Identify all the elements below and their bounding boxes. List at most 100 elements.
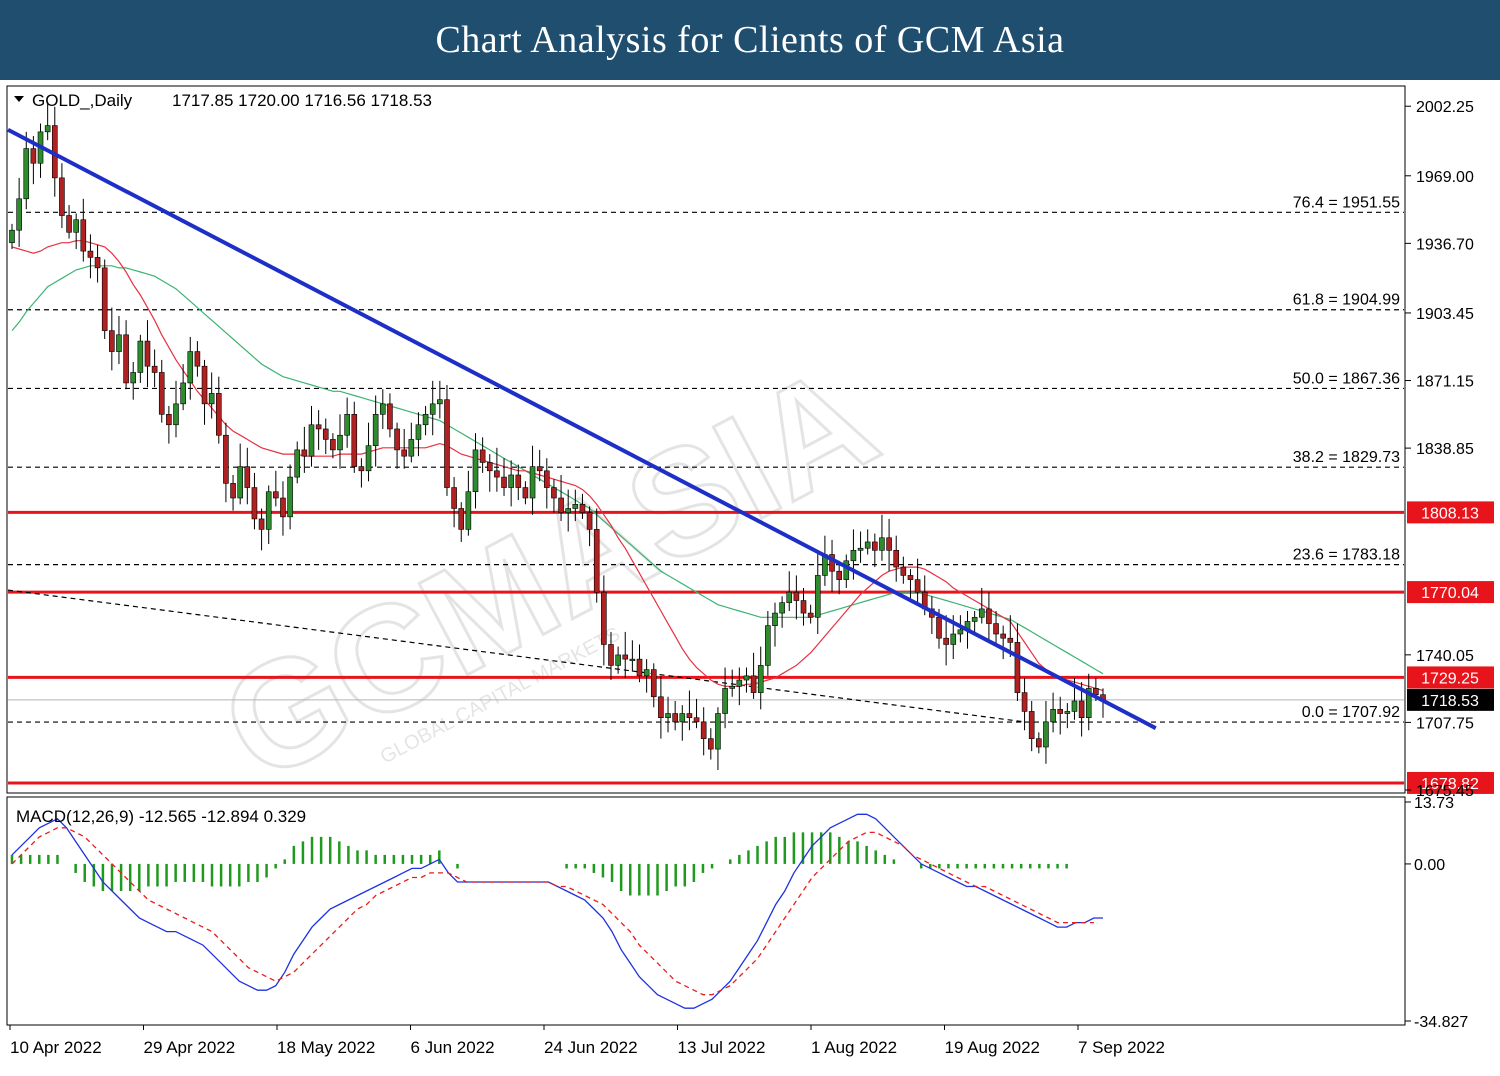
candle bbox=[80, 219, 87, 252]
candle bbox=[536, 466, 543, 472]
candle bbox=[180, 382, 186, 405]
level-label-bg bbox=[1407, 771, 1494, 794]
candle bbox=[508, 474, 514, 488]
fib-level-label: 23.6 = 1783.18 bbox=[1293, 547, 1400, 564]
candle bbox=[850, 550, 857, 562]
date-tick-label: 18 May 2022 bbox=[277, 1038, 375, 1057]
macd-main-line bbox=[11, 813, 1103, 1009]
candle bbox=[30, 148, 37, 164]
candle bbox=[1050, 709, 1056, 723]
macd-signal-line bbox=[11, 827, 1094, 996]
candle bbox=[465, 491, 472, 530]
candle bbox=[322, 428, 329, 440]
candle bbox=[1085, 688, 1092, 719]
candle bbox=[936, 616, 942, 639]
candle bbox=[144, 340, 151, 367]
candle bbox=[365, 445, 372, 472]
candle bbox=[437, 399, 443, 405]
candle bbox=[608, 644, 614, 666]
candle bbox=[137, 340, 144, 373]
fib-level-label: 50.0 = 1867.36 bbox=[1293, 370, 1400, 387]
candle bbox=[494, 470, 500, 478]
date-tick-label: 24 Jun 2022 bbox=[544, 1038, 638, 1057]
candle bbox=[330, 439, 336, 451]
candle bbox=[73, 219, 79, 233]
candle bbox=[957, 629, 964, 635]
candle bbox=[379, 403, 386, 415]
candle bbox=[66, 215, 72, 233]
dropdown-triangle-icon[interactable] bbox=[14, 96, 24, 102]
candle bbox=[750, 675, 757, 693]
candle bbox=[515, 474, 522, 488]
current-price-label: 1718.53 bbox=[1421, 693, 1479, 710]
candle bbox=[201, 365, 208, 405]
level-label-bg bbox=[1407, 581, 1494, 604]
candle bbox=[280, 497, 286, 518]
candle bbox=[351, 414, 358, 467]
candle bbox=[907, 575, 914, 580]
candle bbox=[16, 198, 22, 231]
candle bbox=[223, 434, 229, 484]
fib-level-label: 0.0 = 1707.92 bbox=[1302, 704, 1400, 721]
date-tick-label: 6 Jun 2022 bbox=[411, 1038, 495, 1057]
date-tick-label: 19 Aug 2022 bbox=[945, 1038, 1040, 1057]
candle bbox=[244, 466, 251, 488]
candle bbox=[415, 424, 422, 440]
candle bbox=[565, 508, 571, 513]
candle bbox=[986, 608, 992, 624]
page-title: Chart Analysis for Clients of GCM Asia bbox=[435, 19, 1065, 61]
header-banner: Chart Analysis for Clients of GCM Asia bbox=[0, 0, 1500, 80]
candle bbox=[472, 449, 479, 493]
candle bbox=[864, 541, 871, 549]
candle bbox=[101, 267, 108, 331]
chart-area: GCMASIA GLOBAL CAPITAL MARKETS 76.4 = 19… bbox=[0, 80, 1500, 1071]
candle bbox=[337, 434, 343, 451]
price-tick-label: 1838.85 bbox=[1416, 441, 1474, 458]
candle bbox=[251, 487, 258, 520]
price-tick-label: 2002.25 bbox=[1416, 99, 1474, 116]
candle bbox=[522, 487, 529, 499]
macd-label: MACD(12,26,9) -12.565 -12.894 0.329 bbox=[16, 807, 306, 826]
ma-green-line bbox=[11, 265, 1104, 675]
symbol-label: GOLD_,Daily bbox=[32, 91, 133, 110]
candle bbox=[629, 658, 636, 661]
candle bbox=[358, 466, 365, 472]
candle bbox=[215, 393, 222, 436]
candle bbox=[757, 665, 764, 693]
price-tick-label: 1675.45 bbox=[1416, 783, 1474, 800]
candle bbox=[950, 633, 957, 645]
candle bbox=[372, 414, 379, 447]
candle bbox=[636, 658, 643, 677]
date-tick-label: 10 Apr 2022 bbox=[10, 1038, 102, 1057]
candle bbox=[886, 537, 892, 551]
candle bbox=[116, 334, 122, 352]
candle bbox=[914, 579, 921, 593]
candle bbox=[23, 148, 30, 200]
candle bbox=[900, 566, 907, 576]
candle bbox=[444, 399, 450, 488]
candle bbox=[173, 403, 179, 426]
candle bbox=[287, 476, 293, 518]
candle bbox=[294, 449, 301, 478]
candle bbox=[601, 591, 607, 645]
candle bbox=[1007, 637, 1014, 643]
candle bbox=[544, 470, 550, 488]
candle bbox=[650, 669, 657, 698]
candle bbox=[765, 625, 771, 666]
candle bbox=[451, 487, 457, 509]
price-tick-label: 1936.70 bbox=[1416, 236, 1474, 253]
candle bbox=[593, 529, 600, 593]
candle bbox=[793, 591, 800, 601]
candle bbox=[586, 512, 593, 530]
candle bbox=[1057, 709, 1064, 714]
level-label: 1678.82 bbox=[1421, 776, 1479, 793]
candle bbox=[87, 250, 94, 258]
candle bbox=[665, 713, 671, 719]
candle bbox=[971, 616, 978, 622]
candle bbox=[166, 414, 172, 426]
fib-level-label: 61.8 = 1904.99 bbox=[1293, 292, 1400, 309]
ohlc-label: 1717.85 1720.00 1716.56 1718.53 bbox=[172, 91, 432, 110]
current-price-label-bg bbox=[1407, 688, 1494, 711]
level-label: 1808.13 bbox=[1421, 505, 1479, 522]
price-tick-label: 1903.45 bbox=[1416, 306, 1474, 323]
